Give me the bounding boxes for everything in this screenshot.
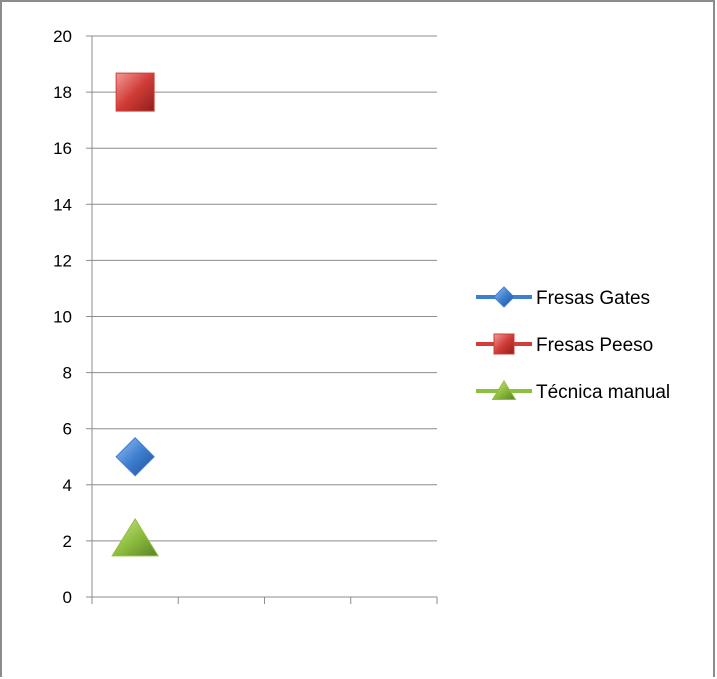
y-tick-label: 0	[63, 588, 72, 607]
y-tick-label: 18	[53, 83, 72, 102]
legend-label: Fresas Peeso	[536, 335, 653, 356]
legend-marker-triangle	[491, 380, 517, 400]
data-points	[111, 72, 160, 557]
legend-label: Técnica manual	[536, 382, 670, 403]
legend-marker-diamond	[493, 286, 515, 308]
legend-item: Fresas Peeso	[476, 333, 653, 356]
y-tick-label: 14	[53, 195, 72, 214]
legend-marker-square	[493, 333, 515, 355]
legend: Fresas Gates Fresas Peeso Técnica manual	[476, 286, 670, 403]
gridlines	[92, 35, 437, 542]
y-tick-label: 20	[53, 27, 72, 46]
axes	[86, 35, 438, 604]
y-tick-label: 10	[53, 308, 72, 327]
legend-label: Fresas Gates	[536, 288, 650, 309]
y-tick-labels: 0 2 4 6 8 10 12 14 16 18 20	[53, 27, 72, 607]
y-tick-label: 4	[63, 476, 72, 495]
y-tick-label: 16	[53, 139, 72, 158]
y-tick-label: 12	[53, 251, 72, 270]
y-tick-label: 2	[63, 532, 72, 551]
y-tick-label: 6	[63, 420, 72, 439]
legend-item: Técnica manual	[476, 380, 670, 403]
data-point-triangle	[111, 517, 160, 557]
data-point-diamond	[115, 437, 155, 477]
y-tick-label: 8	[63, 364, 72, 383]
legend-item: Fresas Gates	[476, 286, 650, 309]
data-point-square	[115, 72, 155, 112]
